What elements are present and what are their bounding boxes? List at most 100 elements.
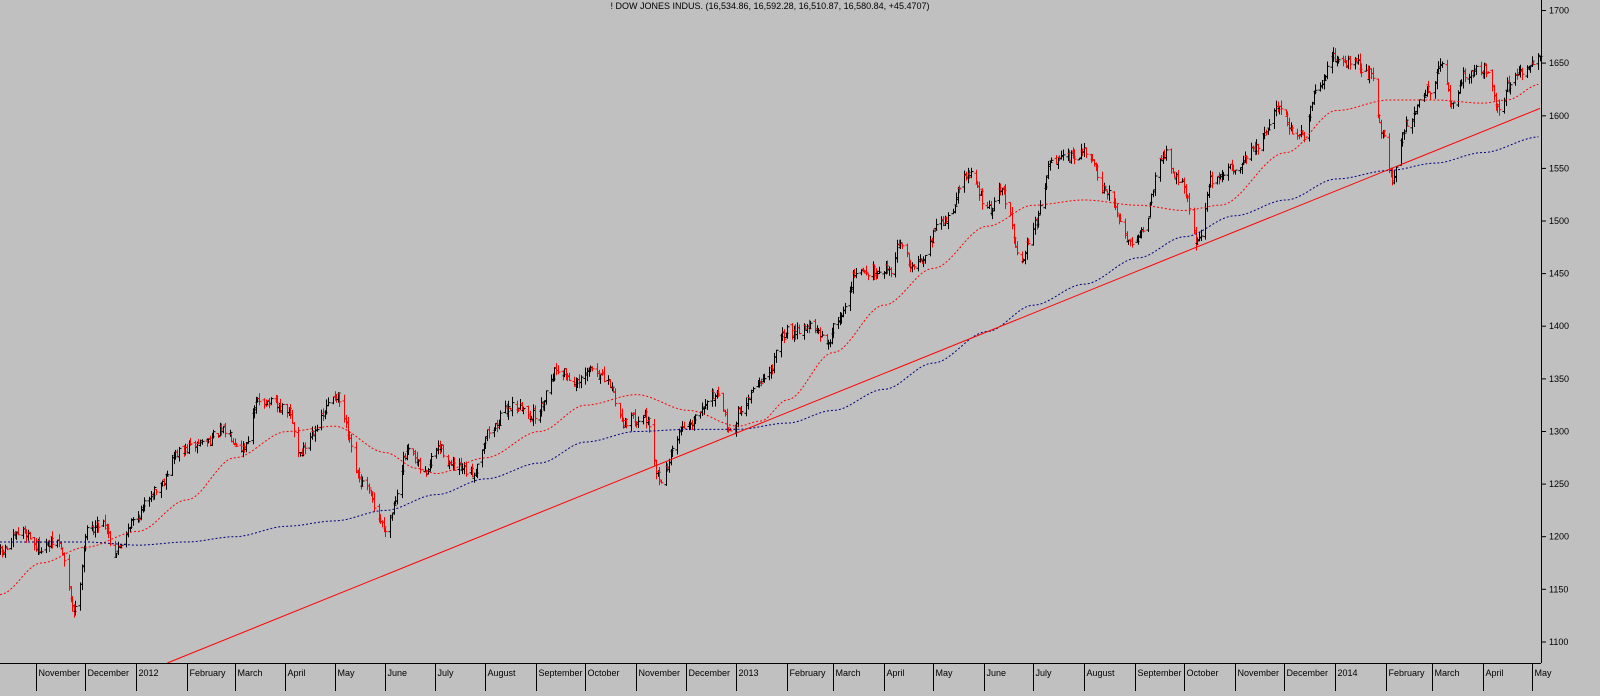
price-bar: [131, 517, 136, 526]
price-bar: [759, 378, 764, 387]
price-bar: [1440, 61, 1445, 68]
price-bar: [85, 525, 90, 541]
price-bar: [3, 544, 8, 558]
price-bar: [1474, 64, 1479, 75]
y-tick-label: 1500: [1549, 216, 1569, 226]
price-bar: [992, 197, 997, 212]
price-bar: [1015, 241, 1020, 256]
price-bar: [1118, 213, 1123, 222]
price-bar: [62, 552, 67, 567]
price-bar: [1217, 172, 1222, 185]
x-tick-label: September: [1138, 668, 1182, 678]
price-bar: [441, 444, 446, 458]
price-bar: [1382, 129, 1387, 138]
price-bar: [1187, 193, 1192, 215]
y-tick-label: 1100: [1549, 637, 1568, 647]
y-tick-label: 1300: [1549, 427, 1569, 437]
price-bar: [200, 439, 205, 445]
price-bar: [1531, 60, 1536, 66]
x-tick-label: February: [1389, 668, 1426, 678]
price-bar: [506, 400, 511, 420]
x-tick-label: December: [689, 668, 731, 678]
price-bar: [349, 433, 354, 453]
price-bar: [624, 418, 629, 429]
price-bar: [613, 388, 618, 407]
price-bar: [96, 522, 101, 533]
price-bar: [1026, 238, 1031, 246]
x-tick-label: July: [438, 668, 455, 678]
price-bar: [418, 457, 423, 474]
price-bar: [1084, 147, 1089, 158]
price-bar: [774, 349, 779, 363]
price-bar: [866, 273, 871, 281]
price-bar: [165, 470, 170, 477]
x-tick-label: February: [790, 668, 827, 678]
x-tick-label: June: [987, 668, 1007, 678]
trendline: [167, 107, 1541, 664]
price-bar: [1404, 116, 1409, 133]
price-bar: [854, 268, 859, 279]
price-bar: [636, 416, 641, 429]
price-bar: [497, 419, 502, 430]
moving-average-long: [0, 136, 1539, 546]
price-bar: [1486, 71, 1491, 74]
price-bar: [905, 243, 910, 258]
price-bar: [5, 547, 10, 551]
price-bar: [602, 366, 607, 383]
price-bar: [303, 442, 308, 455]
price-bar: [1003, 184, 1008, 210]
x-tick-label: November: [39, 668, 81, 678]
price-bar: [725, 408, 730, 433]
price-bar: [395, 489, 400, 505]
price-bar: [1313, 84, 1318, 95]
y-tick-label: 1150: [1549, 584, 1568, 594]
price-bar: [1417, 99, 1422, 108]
y-tick-label: 1650: [1549, 58, 1569, 68]
price-bar: [39, 547, 44, 554]
price-bar: [211, 429, 216, 439]
price-bar: [1164, 145, 1169, 161]
price-bar: [934, 218, 939, 231]
price-bar: [957, 185, 962, 194]
price-bar: [73, 600, 78, 616]
price-bar: [50, 531, 55, 549]
price-bar: [1456, 90, 1461, 107]
price-bar: [889, 267, 894, 278]
price-bars: [0, 47, 1543, 618]
price-bar: [154, 489, 159, 495]
price-bar: [1463, 68, 1468, 83]
price-bar: [682, 421, 687, 429]
price-bar: [1428, 91, 1433, 100]
price-bar: [785, 324, 790, 339]
price-bar: [797, 324, 802, 335]
price-bar: [464, 461, 469, 477]
price-bar: [739, 406, 744, 416]
price-bar: [257, 393, 262, 406]
price-bar: [831, 323, 836, 339]
price-bar: [1290, 125, 1295, 135]
x-tick-label: April: [1486, 668, 1504, 678]
price-bar: [923, 254, 928, 264]
x-tick-label: 2014: [1338, 668, 1358, 678]
price-bar: [269, 397, 274, 405]
price-bar: [980, 188, 985, 210]
price-bar: [1279, 100, 1284, 115]
x-tick-label: July: [1036, 668, 1053, 678]
price-bar: [1520, 67, 1525, 81]
price-bar: [1325, 61, 1330, 80]
price-bar: [337, 392, 342, 407]
price-bar: [1426, 80, 1431, 94]
price-bar: [1103, 185, 1108, 191]
price-bar: [1536, 53, 1541, 70]
price-bar: [1221, 171, 1226, 180]
y-tick-label: 1350: [1549, 374, 1569, 384]
chart-title: ! DOW JONES INDUS. (16,534.86, 16,592.28…: [611, 1, 930, 11]
price-bar: [498, 410, 503, 426]
price-bar: [782, 329, 787, 344]
price-bar: [969, 167, 974, 179]
price-bar: [1146, 217, 1151, 232]
x-tick-label: December: [1287, 668, 1329, 678]
price-bar: [1141, 226, 1146, 233]
